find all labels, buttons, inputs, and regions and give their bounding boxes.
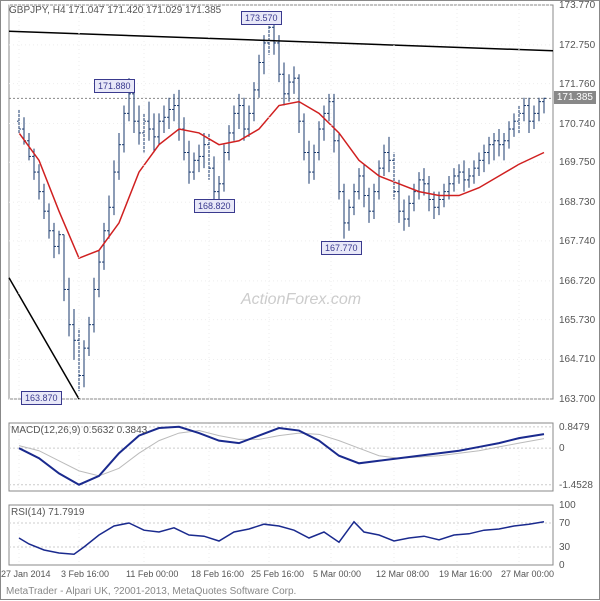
watermark: ActionForex.com bbox=[241, 291, 361, 309]
price-annotation: 167.770 bbox=[321, 241, 362, 255]
price-annotation: 173.570 bbox=[241, 11, 282, 25]
price-annotation: 168.820 bbox=[194, 199, 235, 213]
chart-container: GBPJPY, H4 171.047 171.420 171.029 171.3… bbox=[0, 0, 600, 600]
price-annotation: 171.880 bbox=[94, 79, 135, 93]
rsi-label: RSI(14) 71.7919 bbox=[11, 507, 84, 518]
footer: MetaTrader - Alpari UK, ?2001-2013, Meta… bbox=[6, 586, 296, 597]
macd-label: MACD(12,26,9) 0.5632 0.3843 bbox=[11, 425, 147, 436]
current-price-badge: 171.385 bbox=[554, 91, 596, 104]
price-annotation: 163.870 bbox=[21, 391, 62, 405]
